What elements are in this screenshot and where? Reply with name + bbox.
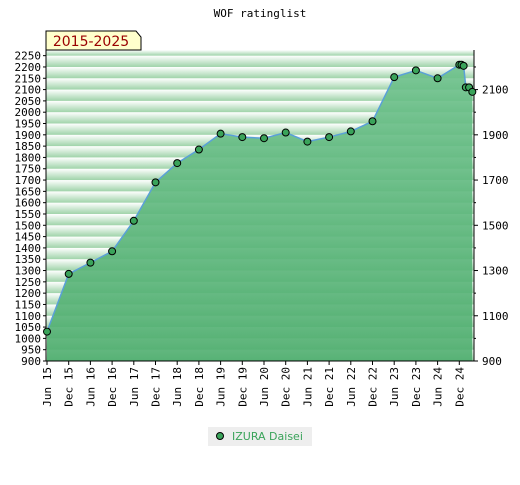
y-right-tick-label: 1100 <box>482 310 509 323</box>
x-tick-label: Dec 16 <box>106 367 119 407</box>
y-left-tick-label: 1350 <box>15 253 42 266</box>
data-point <box>390 73 399 82</box>
y-right-tick-label: 2100 <box>482 84 509 97</box>
y-left-tick-label: 1100 <box>15 310 42 323</box>
y-left-tick-label: 1250 <box>15 276 42 289</box>
series-area <box>47 64 473 362</box>
x-tick-label: Dec 15 <box>63 367 76 407</box>
data-point <box>303 137 312 146</box>
data-point <box>216 129 225 138</box>
y-left-tick-label: 1500 <box>15 219 42 232</box>
data-point <box>238 133 247 142</box>
year-range-badge-text: 2015-2025 <box>53 34 129 50</box>
y-left-tick-label: 1150 <box>15 298 42 311</box>
data-point <box>64 269 73 278</box>
y-left-tick-label: 1550 <box>15 208 42 221</box>
data-point <box>368 117 377 126</box>
y-left-tick-label: 950 <box>21 344 41 357</box>
data-point <box>260 134 268 143</box>
y-right-tick-label: 1700 <box>482 174 509 187</box>
data-point <box>194 145 203 154</box>
data-point <box>151 178 160 187</box>
y-right-tick-label: 1900 <box>482 129 509 142</box>
x-tick-label: Dec 24 <box>453 367 466 407</box>
data-point <box>411 66 420 75</box>
grid-band <box>46 112 474 124</box>
y-left-tick-label: 2150 <box>15 72 42 85</box>
y-left-tick-label: 1850 <box>15 140 42 153</box>
y-left-tick-label: 1200 <box>15 287 42 300</box>
y-left-tick-label: 2200 <box>15 61 42 74</box>
x-tick-label: Dec 20 <box>280 367 293 407</box>
x-tick-label: Jun 16 <box>84 367 97 407</box>
data-point <box>433 74 442 83</box>
grid-band <box>46 66 474 79</box>
grid-band <box>46 55 474 67</box>
x-tick-label: Jun 23 <box>388 367 401 407</box>
data-point <box>43 327 51 336</box>
data-point <box>173 159 182 168</box>
y-left-tick-label: 1950 <box>15 118 42 131</box>
y-left-tick-label: 1050 <box>15 321 42 334</box>
x-tick-label: Dec 23 <box>410 367 423 407</box>
x-tick-label: Dec 17 <box>150 367 163 407</box>
y-left-tick-label: 2250 <box>15 50 42 63</box>
chart-title: WOF ratinglist <box>214 7 307 20</box>
grid-band <box>46 78 474 90</box>
y-right-tick-label: 1500 <box>482 219 509 232</box>
y-left-tick-label: 1450 <box>15 231 42 244</box>
y-right-tick-label: 900 <box>482 355 502 368</box>
x-tick-label: Jun 17 <box>128 367 141 407</box>
grid-band <box>46 50 474 56</box>
grid-band <box>46 100 474 113</box>
y-right-tick-label: 1300 <box>482 265 509 278</box>
y-left-tick-label: 1900 <box>15 129 42 142</box>
x-tick-label: Jun 18 <box>171 367 184 407</box>
y-left-tick-label: 1300 <box>15 265 42 278</box>
year-range-badge: 2015-2025 <box>45 30 142 51</box>
data-point <box>325 133 334 142</box>
y-left-tick-label: 2050 <box>15 95 42 108</box>
y-left-tick-label: 1750 <box>15 163 42 176</box>
grid-band <box>46 123 474 135</box>
y-left-tick-label: 1650 <box>15 185 42 198</box>
data-point <box>108 247 117 256</box>
x-tick-label: Jun 20 <box>258 367 271 407</box>
data-point <box>459 61 468 70</box>
x-tick-label: Jun 15 <box>41 367 54 407</box>
data-point <box>281 128 290 137</box>
grid-band <box>46 89 474 101</box>
legend-marker <box>216 432 224 440</box>
y-left-tick-label: 1000 <box>15 332 42 345</box>
data-point <box>129 216 138 225</box>
data-point <box>468 87 477 96</box>
y-left-tick-label: 1400 <box>15 242 42 255</box>
x-tick-label: Dec 21 <box>323 367 336 407</box>
x-tick-label: Jun 21 <box>301 367 314 407</box>
x-tick-label: Jun 24 <box>432 367 445 407</box>
y-left-tick-label: 900 <box>21 355 41 368</box>
data-point <box>86 258 95 267</box>
x-tick-label: Dec 18 <box>193 367 206 407</box>
y-left-tick-label: 1700 <box>15 174 42 187</box>
x-tick-label: Dec 22 <box>367 367 380 407</box>
x-tick-label: Jun 19 <box>215 367 228 407</box>
y-left-tick-label: 1800 <box>15 151 42 164</box>
y-left-tick-label: 2000 <box>15 106 42 119</box>
legend-label: IZURA Daisei <box>232 430 303 443</box>
x-tick-label: Jun 22 <box>345 367 358 407</box>
x-tick-label: Dec 19 <box>236 367 249 407</box>
y-left-tick-label: 2100 <box>15 84 42 97</box>
y-left-tick-label: 1600 <box>15 197 42 210</box>
legend: IZURA Daisei <box>208 427 312 446</box>
data-point <box>346 127 355 136</box>
